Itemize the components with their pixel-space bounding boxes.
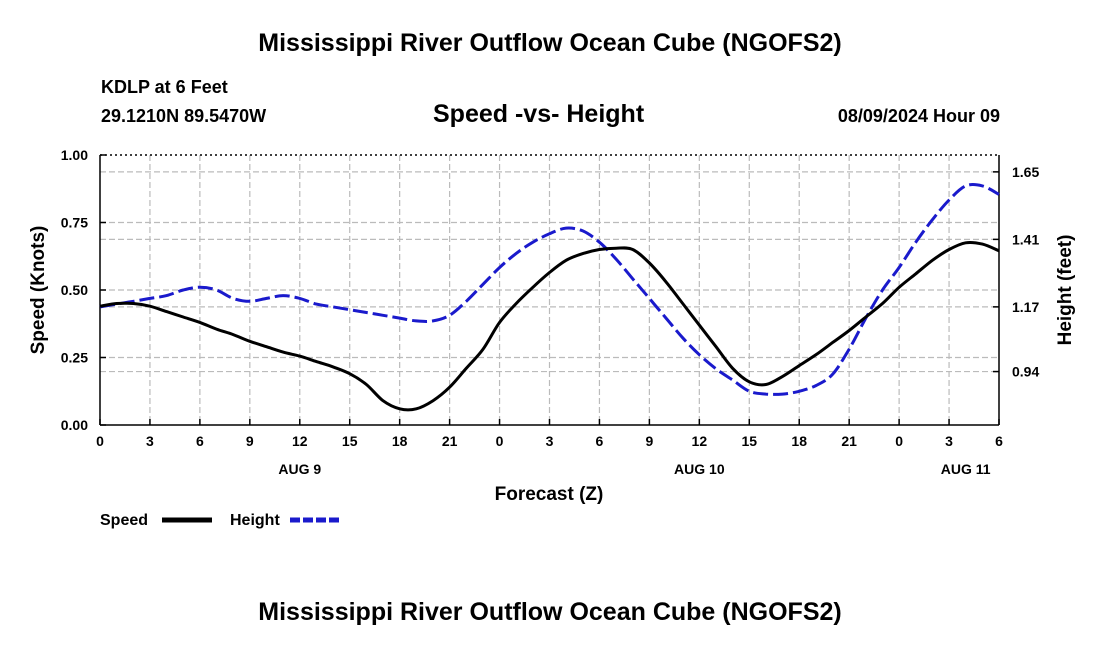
legend: Speed Height [100,512,342,529]
x-tick-label: 12 [692,433,708,449]
station-coordinates: 29.1210N 89.5470W [101,106,267,126]
x-tick-label: 0 [496,433,504,449]
y-tick-label-right: 0.94 [1012,364,1039,380]
forecast-datetime: 08/09/2024 Hour 09 [837,106,1000,126]
x-tick-label: 18 [791,433,807,449]
series-layer [99,183,1000,412]
grid [100,155,999,425]
height-series-line [99,183,1000,396]
x-tick-label: 3 [146,433,154,449]
x-tick-label: 3 [546,433,554,449]
day-label: AUG 9 [278,461,321,477]
x-tick-label: 15 [342,433,358,449]
x-tick-label: 18 [392,433,408,449]
y-tick-label-left: 0.00 [61,417,88,433]
x-tick-label: 15 [741,433,757,449]
x-tick-label: 6 [196,433,204,449]
footer-title: Mississippi River Outflow Ocean Cube (NG… [258,598,842,626]
x-tick-label: 6 [995,433,1003,449]
x-tick-label: 0 [96,433,104,449]
x-tick-label: 21 [841,433,857,449]
x-tick-label: 0 [895,433,903,449]
chart-subtitle: Speed -vs- Height [433,100,645,128]
day-label: AUG 11 [941,461,991,477]
y-axis-label-right: Height (feet) [1055,235,1076,346]
x-tick-label: 6 [596,433,604,449]
x-axis-label: Forecast (Z) [495,484,604,505]
x-tick-label: 3 [945,433,953,449]
chart-title: Mississippi River Outflow Ocean Cube (NG… [258,29,842,57]
y-tick-label-left: 0.50 [61,282,88,298]
y-tick-label-left: 0.75 [61,215,88,231]
y-tick-label-left: 1.00 [61,147,88,163]
x-tick-label: 21 [442,433,458,449]
x-tick-label: 9 [246,433,254,449]
y-tick-label-right: 1.17 [1012,299,1039,315]
day-label: AUG 10 [674,461,725,477]
legend-height-label: Height [230,512,280,529]
x-tick-label: 12 [292,433,308,449]
x-tick-label: 9 [645,433,653,449]
ticks: 0 3 6 9 12 15 18 21 0 3 6 9 12 15 18 21 0 3 6 AUG 9 AUG 10 AU… [61,147,1040,477]
speed-series-line [99,240,1000,412]
y-axis-label-left: Speed (Knots) [28,226,49,355]
y-tick-label-right: 1.65 [1012,164,1039,180]
y-tick-label-right: 1.41 [1012,231,1039,247]
y-tick-label-left: 0.25 [61,350,88,366]
station-label: KDLP at 6 Feet [101,77,228,97]
legend-speed-label: Speed [100,512,148,529]
